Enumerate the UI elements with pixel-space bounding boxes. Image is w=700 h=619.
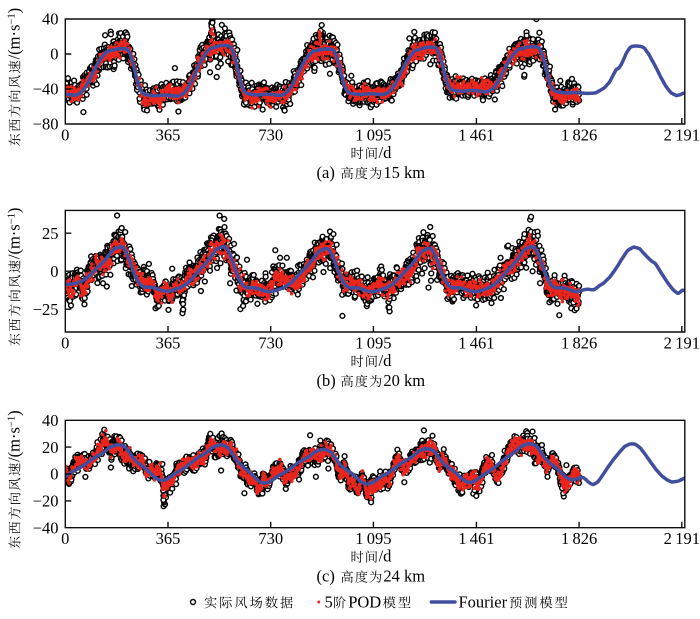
svg-text:−80: −80 [33,115,59,134]
svg-text:1 461: 1 461 [458,125,494,144]
svg-text:/d: /d [379,143,393,162]
svg-text:0: 0 [50,45,58,64]
svg-text:2 191: 2 191 [664,125,700,144]
svg-text:1 826: 1 826 [561,125,597,144]
svg-text:1 095: 1 095 [355,125,391,144]
svg-text:15 km: 15 km [383,163,425,182]
svg-text:−40: −40 [33,80,59,99]
svg-text:365: 365 [156,125,181,144]
svg-text:0: 0 [61,125,69,144]
svg-text:730: 730 [258,125,283,144]
svg-text:40: 40 [42,10,59,29]
svg-text:(a): (a) [317,163,335,182]
